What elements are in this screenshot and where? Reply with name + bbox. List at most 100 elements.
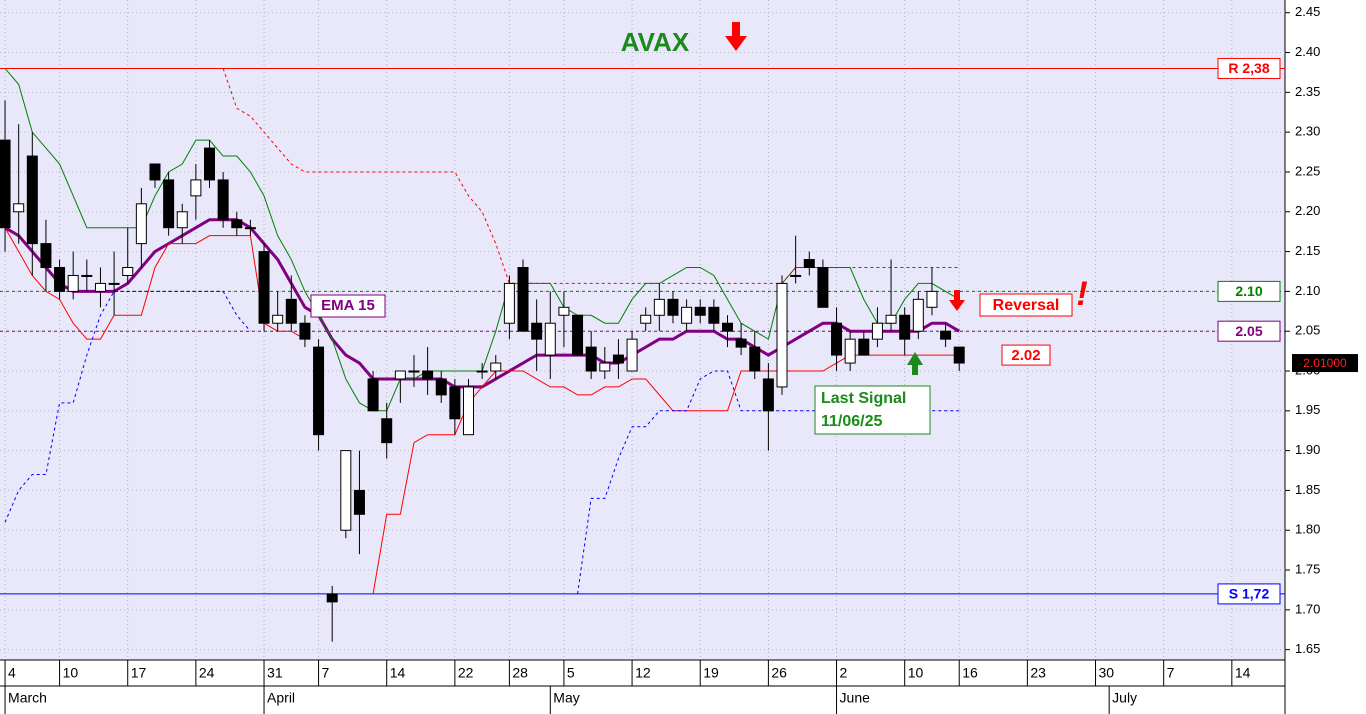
y-tick-label: 1.80: [1295, 522, 1320, 537]
candle-body: [708, 306, 720, 324]
y-tick-label: 2.20: [1295, 203, 1320, 218]
stop-box: [1001, 344, 1051, 366]
candle-body: [258, 251, 270, 324]
candle-body: [26, 155, 38, 245]
arrow-up: [907, 352, 923, 375]
candle-body: [599, 362, 611, 372]
y-tick-label: 2.15: [1295, 243, 1320, 258]
reversal-box: [979, 293, 1073, 317]
signal-date: 11/06/25: [821, 413, 883, 430]
candle-body: [858, 338, 870, 356]
y-tick-label: 2.30: [1295, 124, 1320, 139]
candle-body: [831, 322, 843, 356]
reversal-label: Reversal: [993, 297, 1060, 314]
candle-body: [190, 179, 202, 197]
candle-body: [612, 354, 624, 364]
candle-body: [40, 243, 52, 269]
candle-body: [217, 179, 229, 221]
level-label: 2.10: [1235, 283, 1262, 299]
candle-body: [54, 267, 66, 292]
candle-body: [135, 203, 147, 245]
y-tick-label: 2.40: [1295, 44, 1320, 59]
x-tick-label: 28: [512, 665, 528, 681]
candle-body: [844, 338, 856, 364]
candle-body: [912, 298, 924, 332]
candle-body: [762, 378, 774, 412]
last-price-label: 2.01000: [1303, 356, 1347, 370]
candle-body: [285, 298, 297, 324]
y-tick-label: 2.25: [1295, 163, 1320, 178]
month-label: May: [553, 690, 579, 706]
candle-body: [490, 362, 502, 372]
candle-body: [531, 322, 543, 340]
candle-body: [394, 370, 406, 380]
candle-body: [776, 282, 788, 388]
x-tick-label: 30: [1099, 665, 1115, 681]
overlay-line: [222, 68, 960, 284]
x-tick-label: 2: [840, 665, 848, 681]
candle-body: [449, 386, 461, 420]
y-tick-label: 2.45: [1295, 4, 1320, 19]
candle-body: [640, 314, 652, 324]
candle-body: [940, 330, 952, 340]
x-tick-label: 26: [771, 665, 787, 681]
candle-body: [803, 259, 815, 269]
chart-title: AVAX: [621, 27, 690, 57]
month-label: July: [1112, 690, 1137, 706]
level-box: [1217, 320, 1281, 342]
candle-body: [149, 163, 161, 181]
y-tick-label: 2.05: [1295, 323, 1320, 338]
y-tick-label: 1.90: [1295, 442, 1320, 457]
candle-body: [503, 282, 515, 324]
candle-body: [667, 298, 679, 316]
x-tick-label: 19: [703, 665, 719, 681]
candle-body: [422, 370, 434, 380]
exclamation: !: [1076, 275, 1087, 313]
candle-body: [558, 306, 570, 316]
candle-body: [381, 418, 393, 444]
candle-body: [94, 282, 106, 292]
candle-body: [67, 274, 79, 292]
arrow-down: [949, 290, 965, 311]
candle-body: [885, 314, 897, 324]
x-tick-label: 14: [390, 665, 406, 681]
x-tick-label: 7: [322, 665, 330, 681]
candle-body: [353, 489, 365, 515]
level-box: [1217, 583, 1281, 605]
candle-body: [231, 219, 243, 229]
x-tick-label: 17: [131, 665, 147, 681]
candle-body: [408, 370, 420, 373]
x-tick-label: 24: [199, 665, 215, 681]
candle-body: [681, 306, 693, 324]
signal-label: Last Signal: [821, 390, 906, 407]
x-tick-label: 14: [1235, 665, 1251, 681]
candle-body: [272, 314, 284, 324]
x-axis-background: [0, 660, 1285, 714]
level-label: S 1,72: [1229, 586, 1270, 602]
candle-body: [585, 346, 597, 372]
level-label: R 2,38: [1228, 60, 1269, 76]
candle-body: [653, 298, 665, 316]
stop-label: 2.02: [1011, 347, 1040, 364]
candle-body: [476, 370, 488, 373]
month-label: March: [8, 690, 47, 706]
candle-body: [871, 322, 883, 340]
y-tick-label: 1.65: [1295, 641, 1320, 656]
level-label: 2.05: [1235, 323, 1262, 339]
month-label: April: [267, 690, 295, 706]
last-price-box: [1292, 354, 1358, 373]
candle-body: [244, 227, 256, 230]
y-tick-label: 1.75: [1295, 561, 1320, 576]
candle-body: [0, 139, 11, 229]
candle-body: [626, 338, 638, 372]
candle-body: [81, 274, 93, 277]
candle-body: [204, 147, 216, 181]
candle-body: [122, 267, 134, 276]
x-tick-label: 5: [567, 665, 575, 681]
y-tick-label: 1.85: [1295, 482, 1320, 497]
x-tick-label: 16: [962, 665, 978, 681]
candle-body: [326, 593, 338, 603]
candle-body: [544, 322, 556, 356]
candle-body: [517, 267, 529, 332]
